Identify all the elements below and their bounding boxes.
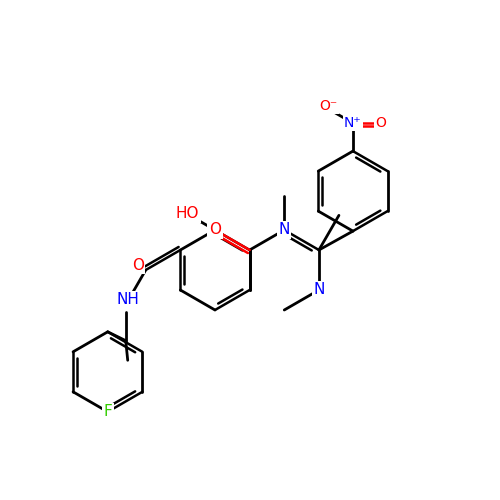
Text: O: O — [132, 258, 143, 272]
Text: F: F — [104, 404, 112, 419]
Text: HO: HO — [176, 206, 199, 222]
Text: O⁻: O⁻ — [320, 99, 338, 113]
Text: N: N — [278, 222, 290, 238]
Text: O: O — [376, 116, 386, 130]
Text: O: O — [209, 222, 221, 238]
Text: NH: NH — [116, 292, 139, 307]
Text: N: N — [313, 282, 324, 298]
Text: N⁺: N⁺ — [344, 116, 362, 130]
